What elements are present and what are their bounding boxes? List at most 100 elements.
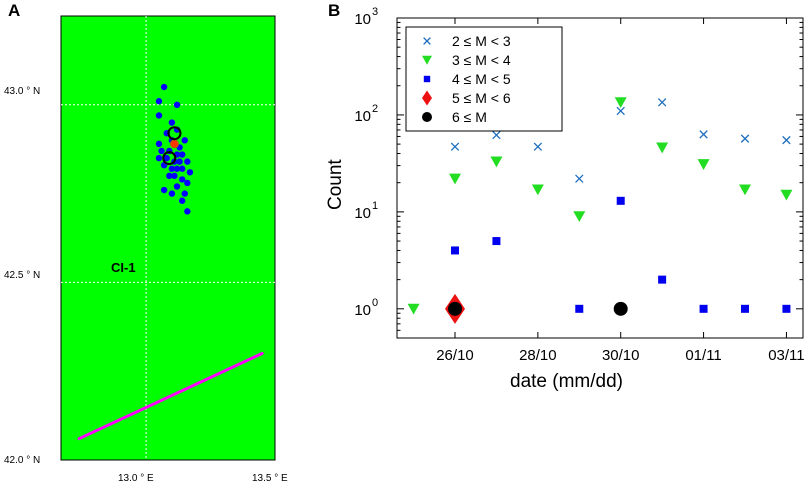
event-dot (168, 119, 176, 126)
point-triangle-down (614, 97, 627, 109)
map-panel: CI-1 43.0 ° N 42.5 ° N 42.0 ° N 13.0 ° E… (4, 15, 288, 484)
point-x (740, 134, 750, 143)
legend: 2 ≤ M < 3 3 ≤ M < 4 4 ≤ M < 5 5 ≤ M < 6 6 ≤ … (405, 26, 563, 132)
legend-marker-square (423, 75, 431, 83)
event-dot (160, 186, 168, 194)
legend-marker-diamond (422, 90, 432, 106)
legend-entry-label: 4 ≤ M < 5 (452, 71, 511, 87)
legend-marker-circle (422, 112, 432, 122)
point-square (575, 304, 584, 313)
y-tick-label-exponent: 3 (372, 6, 378, 18)
point-circle (448, 301, 462, 316)
point-circle (613, 301, 628, 316)
event-ring-m6 (167, 126, 182, 141)
event-dot (155, 98, 163, 105)
point-x (699, 130, 708, 139)
station-label: CI-1 (111, 260, 136, 275)
point-triangle-down (449, 173, 461, 185)
event-dot (168, 165, 176, 172)
legend-entry-label: 6 ≤ M (452, 109, 487, 125)
x-tick-label: 30/10 (602, 347, 640, 364)
panel-b-label: B (328, 1, 340, 20)
lat-label-43-0: 43.0 ° N (4, 86, 40, 97)
event-dot (158, 147, 165, 155)
point-x (450, 142, 460, 151)
map-grid (61, 16, 275, 460)
legend-entry-label: 3 ≤ M < 4 (452, 52, 511, 68)
point-triangle-down (573, 211, 586, 223)
y-tick-label-base: 10 (354, 108, 371, 125)
event-dot (181, 190, 188, 197)
point-x (533, 142, 543, 151)
point-square (616, 196, 625, 205)
point-triangle-down (531, 184, 544, 196)
point-square (741, 304, 749, 313)
point-triangle-down (490, 156, 503, 168)
event-dot (166, 172, 173, 180)
event-dot (173, 101, 181, 109)
x-axis-title: date (mm/dd) (510, 371, 623, 392)
event-dot (155, 140, 163, 148)
lat-label-42-5: 42.5 ° N (4, 270, 40, 281)
event-dot (184, 208, 191, 215)
legend-box (405, 26, 563, 132)
y-tick-label-exponent: 2 (372, 103, 378, 115)
event-dot (160, 83, 168, 91)
point-square (699, 304, 708, 313)
x-tick-label: 28/10 (519, 347, 557, 364)
map-frame (60, 15, 276, 461)
legend-marker-x (423, 37, 431, 45)
panel-a-label: A (8, 1, 20, 20)
event-dot (186, 169, 194, 176)
point-x (657, 98, 667, 107)
point-x (782, 135, 791, 145)
event-dot (171, 172, 178, 180)
legend-entry-label: 5 ≤ M < 6 (452, 90, 511, 106)
event-dot (184, 158, 191, 165)
point-triangle-down (739, 184, 751, 196)
event-ring-m6 (162, 151, 177, 166)
y-tick-label-exponent: 0 (372, 297, 378, 309)
y-tick-label-base: 10 (354, 11, 371, 28)
event-dot (168, 190, 176, 197)
x-tick-label: 03/11 (768, 347, 804, 364)
x-tick-label: 01/11 (685, 347, 721, 364)
point-x (616, 106, 625, 116)
event-dot (155, 154, 163, 162)
x-tick-label: 26/10 (436, 347, 474, 364)
event-dot (178, 151, 186, 158)
point-x (575, 174, 584, 183)
event-dot-m5 (169, 139, 179, 149)
event-dot (176, 158, 183, 165)
legend-entry-label: 2 ≤ M < 3 (452, 33, 511, 49)
y-tick-label-exponent: 1 (372, 200, 378, 212)
event-dot (181, 137, 188, 144)
point-x (492, 130, 501, 140)
point-triangle-down (780, 189, 793, 201)
y-axis-title: Count (325, 159, 346, 210)
event-dot (173, 165, 181, 172)
point-square (492, 237, 501, 246)
event-dot (178, 165, 186, 172)
event-dot (178, 176, 186, 183)
y-tick-label-base: 10 (354, 205, 371, 222)
y-tick-label-base: 10 (354, 302, 371, 319)
fault-line (77, 351, 264, 441)
map-events (155, 83, 194, 215)
event-dot (178, 197, 186, 204)
point-square (451, 246, 459, 255)
legend-marker-triangle-down (422, 55, 432, 65)
event-dot (163, 154, 170, 162)
point-triangle-down (407, 303, 420, 315)
point-square (782, 304, 791, 313)
data-marks (407, 97, 793, 324)
point-triangle-down (697, 159, 710, 170)
point-square (658, 275, 667, 284)
lon-label-13-5: 13.5 ° E (252, 473, 288, 484)
lon-label-13-0: 13.0 ° E (118, 473, 154, 484)
point-triangle-down (656, 142, 669, 154)
event-dot (155, 112, 163, 119)
lat-label-42-0: 42.0 ° N (4, 455, 40, 466)
